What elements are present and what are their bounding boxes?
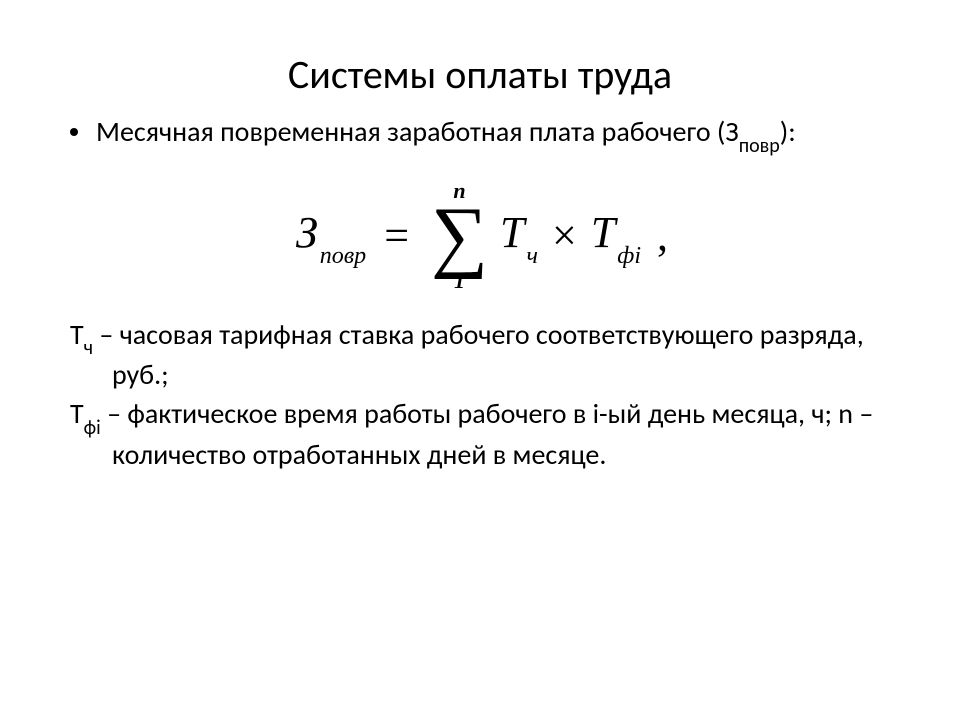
bullet-tail: ): xyxy=(780,114,796,149)
formula-t1-sub: ч xyxy=(527,243,538,269)
formula-z-sym: З xyxy=(296,208,318,257)
formula-t1-sym: Т xyxy=(500,208,524,257)
bullet-text: Месячная повременная заработная плата ра… xyxy=(96,114,890,155)
formula-t2: Тфi xyxy=(591,207,641,264)
slide: Системы оплаты труда Месячная повременна… xyxy=(0,0,960,720)
definition-1: Тч – часовая тарифная ставка рабочего со… xyxy=(70,317,890,393)
formula-t2-sub: фi xyxy=(617,243,641,269)
def2-subscript: фi xyxy=(84,416,101,440)
formula-t2-sym: Т xyxy=(591,208,615,257)
bullet-item: Месячная повременная заработная плата ра… xyxy=(70,114,890,155)
def1-text: – часовая тарифная ставка рабочего соотв… xyxy=(93,317,864,393)
def2-text: – фактическое время работы рабочего в i-… xyxy=(101,396,874,472)
formula-t1: Тч xyxy=(500,207,538,264)
formula-comma: , xyxy=(657,210,668,261)
def1-subscript: ч xyxy=(84,336,93,360)
slide-title: Системы оплаты труда xyxy=(70,50,890,99)
def2-symbol: Т xyxy=(70,396,84,431)
formula-container: Зповр = n ∑ 1 Тч × Тфi , xyxy=(70,180,890,292)
bullet-line: Месячная повременная заработная плата ра… xyxy=(96,114,739,149)
sigma-icon: ∑ xyxy=(431,202,488,270)
bullet-subscript: повр xyxy=(739,134,780,158)
formula-mult: × xyxy=(552,210,577,261)
formula-sum: n ∑ 1 xyxy=(431,180,488,292)
definition-2: Тфi – фактическое время работы рабочего … xyxy=(70,396,890,472)
formula-z-sub: повр xyxy=(320,243,366,269)
definitions: Тч – часовая тарифная ставка рабочего со… xyxy=(70,317,890,472)
def1-symbol: Т xyxy=(70,317,84,352)
bullet-dot-icon xyxy=(70,128,78,136)
formula: Зповр = n ∑ 1 Тч × Тфi , xyxy=(292,180,668,292)
formula-z: Зповр xyxy=(296,207,366,264)
formula-equals: = xyxy=(384,210,409,261)
formula-sum-lower: 1 xyxy=(454,270,465,292)
